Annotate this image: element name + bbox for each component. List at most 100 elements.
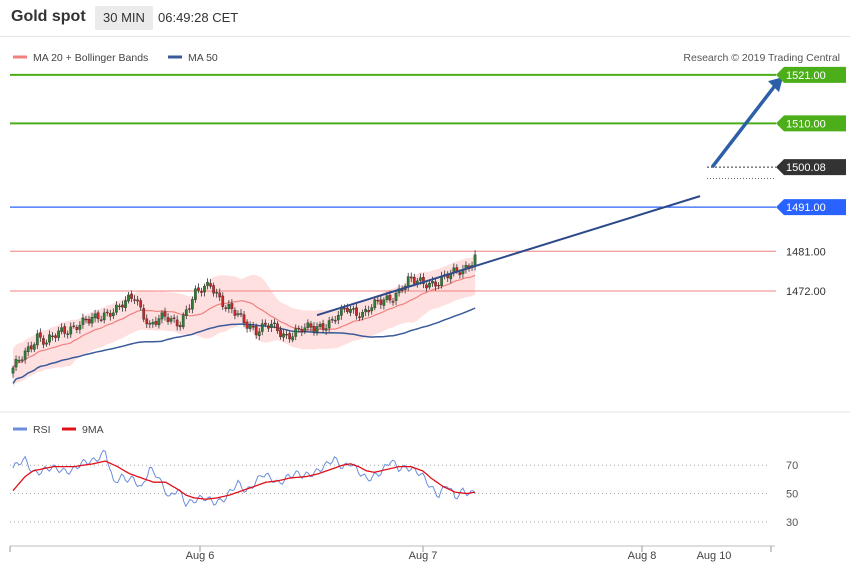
candle-body	[267, 325, 270, 329]
candle-body	[285, 333, 288, 336]
candle	[178, 321, 182, 331]
candle-body	[111, 312, 115, 317]
candle-body	[434, 281, 437, 287]
candle	[279, 326, 282, 340]
candle-body	[373, 299, 377, 309]
candle	[136, 295, 139, 306]
candle	[291, 332, 295, 343]
candle-body	[224, 307, 228, 309]
candle-body	[309, 323, 313, 328]
level-value: 1472.00	[786, 286, 826, 298]
candle-body	[51, 335, 54, 338]
candle-body	[303, 327, 307, 332]
candle	[26, 342, 30, 357]
instrument-title: Gold spot	[11, 8, 86, 25]
candle	[148, 320, 152, 329]
candle-body	[39, 332, 42, 338]
candle	[224, 305, 228, 312]
time-axis-ticks: Aug 6 Aug 7 Aug 8 Aug 10	[9, 546, 772, 562]
candle-body	[300, 329, 304, 333]
candle	[93, 309, 97, 323]
candle-body	[160, 312, 164, 320]
candle-body	[294, 328, 298, 337]
candle-body	[133, 299, 136, 301]
candle-body	[227, 304, 231, 310]
level-tag-current: 1500.08	[776, 159, 846, 176]
candle	[358, 312, 361, 321]
candle	[54, 333, 57, 342]
candle	[309, 320, 313, 332]
candle-body	[66, 333, 70, 335]
candle-body	[333, 320, 337, 322]
candle-body	[121, 304, 124, 308]
candle-body	[297, 327, 301, 330]
candle-body	[364, 309, 367, 313]
candle	[306, 319, 310, 331]
candle	[227, 300, 231, 313]
time-tick-label: Aug 8	[628, 550, 657, 562]
candle-body	[248, 325, 252, 329]
candle	[355, 303, 358, 320]
candle-body	[60, 327, 63, 332]
level-value: 1500.08	[786, 162, 826, 174]
candle-body	[352, 308, 355, 310]
candle	[72, 322, 76, 329]
candle	[245, 319, 249, 333]
candle-body	[236, 313, 240, 316]
candle-body	[391, 301, 395, 303]
level-labels: 1521.00 1510.00 1500.08 1491.00 1481.00 1472.…	[776, 66, 846, 298]
candle	[105, 308, 109, 317]
level-value: 1481.00	[786, 246, 826, 258]
candle-body	[184, 309, 188, 316]
candle-body	[187, 308, 191, 310]
candle	[276, 321, 279, 334]
rsi-ma-legend-label: 9MA	[82, 424, 104, 436]
candle	[157, 314, 161, 329]
candle-body	[270, 323, 273, 328]
candle	[111, 308, 115, 320]
candle-body	[96, 312, 100, 320]
candle	[230, 299, 234, 314]
candle-body	[276, 323, 279, 332]
candle-body	[136, 299, 139, 302]
candle	[99, 315, 103, 323]
candle-body	[108, 313, 112, 317]
candle-body	[124, 300, 127, 308]
candle	[242, 310, 246, 328]
candle	[124, 296, 127, 312]
candle-body	[239, 313, 243, 315]
candle	[187, 304, 191, 313]
candle	[200, 287, 203, 297]
candle-body	[197, 287, 200, 291]
candle	[239, 309, 243, 318]
candle	[352, 305, 355, 314]
candle	[133, 295, 136, 305]
candle-body	[330, 318, 334, 321]
candle-body	[458, 272, 462, 276]
candle	[251, 321, 255, 331]
candle	[194, 285, 197, 303]
candle	[361, 309, 364, 321]
projection-arrow-head	[768, 77, 783, 93]
candle-body	[166, 317, 170, 322]
timestamp: 06:49:28 CET	[158, 10, 239, 25]
candle-body	[194, 288, 197, 300]
candle	[212, 282, 215, 297]
candle-body	[406, 276, 410, 287]
candle-body	[45, 342, 48, 345]
annotations	[316, 77, 783, 317]
candle	[434, 278, 437, 291]
candle	[333, 315, 337, 324]
candle	[422, 273, 425, 289]
candle	[184, 305, 188, 320]
candles	[11, 250, 477, 378]
candle	[191, 296, 194, 314]
candle-body	[78, 324, 82, 330]
candle	[121, 300, 124, 312]
candle	[273, 318, 276, 329]
candle-body	[321, 323, 325, 330]
timeframe-button[interactable]: 30 MIN	[95, 6, 153, 30]
candle-body	[327, 320, 331, 329]
candle-body	[99, 319, 103, 321]
candle	[69, 322, 73, 338]
